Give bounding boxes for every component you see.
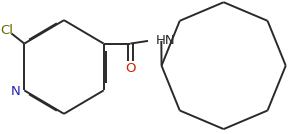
Text: Cl: Cl — [0, 24, 13, 37]
Text: N: N — [11, 85, 21, 98]
Text: O: O — [125, 62, 136, 75]
Text: HN: HN — [156, 34, 175, 47]
